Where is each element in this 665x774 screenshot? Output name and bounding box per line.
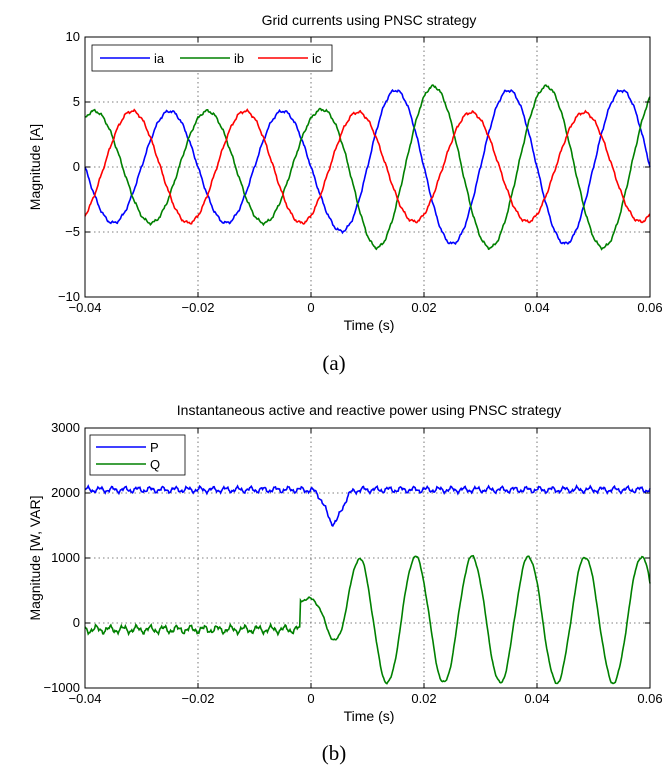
chart-a-xtick-label: 0.04 xyxy=(524,300,549,315)
chart-a-ylabel: Magnitude [A] xyxy=(27,124,43,210)
chart-b-xtick-label: −0.04 xyxy=(69,691,102,706)
chart-b-xlabel: Time (s) xyxy=(344,708,395,724)
chart-b-ytick-label: 2000 xyxy=(51,485,80,500)
series-line-ia xyxy=(84,88,651,246)
chart-b-xtick-label: 0.02 xyxy=(411,691,436,706)
chart-b-ytick-label: 0 xyxy=(73,615,80,630)
chart-a-xtick-label: −0.02 xyxy=(182,300,215,315)
chart-a-ytick-label: −10 xyxy=(58,289,80,304)
series-line-p xyxy=(84,483,651,528)
legend-label-ia: ia xyxy=(154,51,165,66)
series-line-q xyxy=(84,554,651,685)
chart-a-xtick-label: 0.02 xyxy=(411,300,436,315)
series-line-ib xyxy=(84,84,651,251)
chart-a-ytick-label: 0 xyxy=(73,159,80,174)
chart-a-xtick-label: 0.06 xyxy=(637,300,662,315)
chart-b-ylabel: Magnitude [W, VAR] xyxy=(27,495,43,620)
chart-b-caption: (b) xyxy=(322,741,347,765)
legend-label-ib: ib xyxy=(234,51,244,66)
legend-label-q: Q xyxy=(150,457,160,472)
chart-b-ytick-label: 1000 xyxy=(51,550,80,565)
chart-b-xtick-label: 0.06 xyxy=(637,691,662,706)
legend-label-ic: ic xyxy=(312,51,322,66)
chart-a-xlabel: Time (s) xyxy=(344,317,395,333)
series-line-ic xyxy=(84,108,651,225)
chart-a-ytick-label: 10 xyxy=(66,29,80,44)
chart-b-xtick-label: 0.04 xyxy=(524,691,549,706)
chart-b-xtick-label: 0 xyxy=(307,691,314,706)
chart-b-title: Instantaneous active and reactive power … xyxy=(177,402,561,418)
chart-b-legend-box xyxy=(89,434,186,476)
chart-a-ytick-label: −5 xyxy=(65,224,80,239)
panel-a: Grid currents using PNSC strategy −0.04−… xyxy=(27,12,663,375)
chart-a-caption: (a) xyxy=(322,351,345,375)
chart-a-xtick-label: 0 xyxy=(307,300,314,315)
legend-label-p: P xyxy=(150,440,159,455)
chart-b-ytick-label: −1000 xyxy=(43,680,80,695)
chart-b-legend: P Q xyxy=(89,434,186,476)
chart-b-ytick-label: 3000 xyxy=(51,420,80,435)
chart-a-xtick-label: −0.04 xyxy=(69,300,102,315)
chart-b-xtick-label: −0.02 xyxy=(182,691,215,706)
chart-a-legend: ia ib ic xyxy=(91,44,333,72)
panel-b: Instantaneous active and reactive power … xyxy=(27,402,663,765)
chart-a-title: Grid currents using PNSC strategy xyxy=(262,12,477,28)
chart-a-ytick-label: 5 xyxy=(73,94,80,109)
